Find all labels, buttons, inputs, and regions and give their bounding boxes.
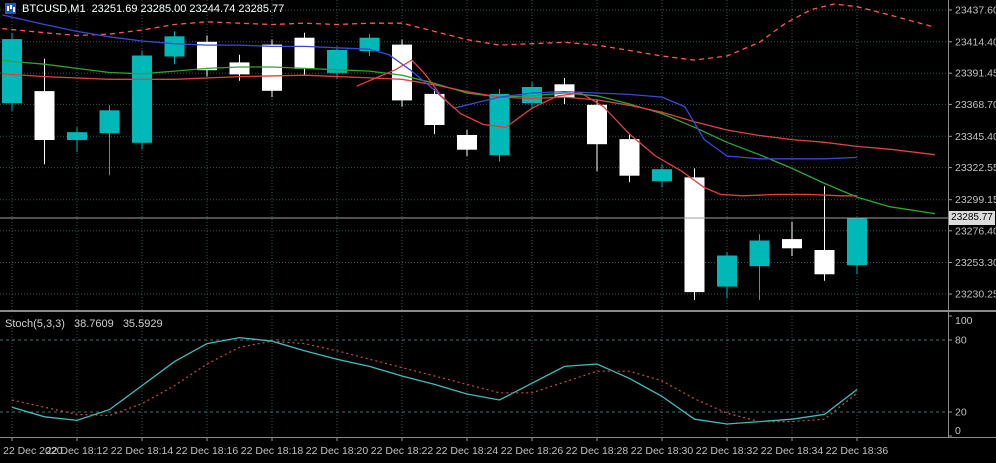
time-axis-label: 22 Dec 18:16 xyxy=(176,445,239,457)
stoch-axis-label: 80 xyxy=(955,335,967,347)
price-axis-label: 23322.55 xyxy=(955,162,996,174)
indicator-pane[interactable] xyxy=(0,316,948,436)
candle-up xyxy=(327,50,347,73)
candle-down xyxy=(229,62,250,75)
price-axis-label: 23230.25 xyxy=(955,289,996,301)
candle-down xyxy=(587,104,607,145)
overlay-upper-band xyxy=(2,3,936,61)
price-axis-label: 23437.60 xyxy=(955,5,996,17)
main-chart-pane[interactable] xyxy=(0,0,948,310)
overlay-ma-red xyxy=(2,73,936,156)
stoch-signal-line xyxy=(11,340,858,423)
time-axis-label: 22 Dec 18:20 xyxy=(306,445,369,457)
chart-window-icon xyxy=(5,3,16,15)
indicator-name: Stoch(5,3,3) xyxy=(5,318,65,330)
candle-down xyxy=(684,177,705,293)
time-axis-label: 22 Dec 18:30 xyxy=(631,445,694,457)
candle-up xyxy=(164,36,185,57)
stoch-axis-label: 20 xyxy=(955,407,967,419)
price-axis-label: 23276.40 xyxy=(955,225,996,237)
candle-up xyxy=(749,240,770,267)
price-axis-label: 23414.40 xyxy=(955,36,996,48)
ohlc-readout: 23251.69 23285.00 23244.74 23285.77 xyxy=(91,3,285,15)
price-axis-label: 23391.45 xyxy=(955,68,996,80)
time-axis-label: 22 Dec 18:14 xyxy=(111,445,174,457)
candle-down xyxy=(619,139,640,176)
candle-down xyxy=(424,93,445,126)
symbol-label: BTCUSD,M1 xyxy=(22,3,86,15)
price-tag: 23285.77 xyxy=(949,211,995,225)
time-axis-label: 22 Dec 18:18 xyxy=(241,445,304,457)
time-axis-label: 22 Dec 18:24 xyxy=(436,445,499,457)
stoch-main-line xyxy=(11,336,858,425)
time-axis-label: 22 Dec 18:26 xyxy=(501,445,564,457)
pane-separator-line xyxy=(0,310,996,312)
candle-up xyxy=(99,110,120,134)
price-axis-label: 23253.30 xyxy=(955,257,996,269)
time-axis-label: 22 Dec 18:36 xyxy=(826,445,889,457)
candle-down xyxy=(392,44,412,101)
indicator-value-main: 38.7609 xyxy=(73,318,114,330)
stoch-axis-label: 100 xyxy=(955,315,973,327)
time-axis-label: 22 Dec 18:32 xyxy=(696,445,759,457)
chart-title: BTCUSD,M1 23251.69 23285.00 23244.74 232… xyxy=(5,3,284,15)
candle-up xyxy=(132,55,152,143)
price-axis-label: 23299.15 xyxy=(955,194,996,206)
time-axis-label: 22 Dec 18:28 xyxy=(566,445,629,457)
time-axis[interactable] xyxy=(0,439,996,463)
candle-up xyxy=(67,132,87,140)
price-axis-label: 23345.40 xyxy=(955,131,996,143)
indicator-label: Stoch(5,3,3) 38.7609 35.5929 xyxy=(5,318,169,330)
indicator-value-signal: 35.5929 xyxy=(122,318,163,330)
overlay-red-fast xyxy=(356,59,857,197)
time-axis-label: 22 Dec 2020 xyxy=(3,445,63,457)
candle-up xyxy=(717,255,737,287)
time-axis-label: 22 Dec 18:22 xyxy=(371,445,434,457)
time-axis-label: 22 Dec 18:12 xyxy=(46,445,109,457)
candle-down xyxy=(457,135,477,150)
candle-up xyxy=(652,169,672,182)
candle-down xyxy=(782,239,802,249)
candle-up xyxy=(2,39,22,104)
candle-down xyxy=(34,91,55,140)
candle-down xyxy=(197,41,217,71)
candle-down xyxy=(814,250,835,275)
stoch-axis-label: 0 xyxy=(955,425,961,437)
candle-up xyxy=(359,37,380,52)
pane-separator[interactable] xyxy=(0,310,996,315)
time-axis-label: 22 Dec 18:34 xyxy=(761,445,824,457)
price-axis-label: 23368.70 xyxy=(955,99,996,111)
